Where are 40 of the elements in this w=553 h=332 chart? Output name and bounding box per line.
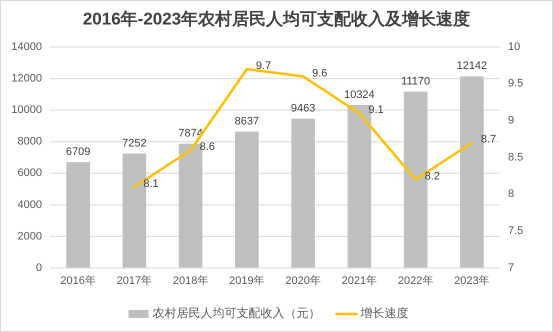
label: 10324	[344, 88, 375, 101]
legend: 农村居民人均可支配收入（元）	[152, 306, 320, 320]
xtick: 2017年	[116, 274, 152, 287]
xtick: 2023年	[454, 274, 490, 287]
label: 9.7	[256, 60, 272, 72]
legend: 增长速度	[360, 306, 408, 320]
xtick: 2018年	[172, 274, 208, 287]
ytick: 2000	[18, 230, 42, 242]
y2tick: 7	[508, 262, 514, 274]
y2tick: 10	[508, 40, 520, 53]
ytick: 4000	[18, 198, 42, 211]
label: 9.6	[312, 67, 328, 80]
xtick: 2016年	[60, 274, 96, 287]
label: 11170	[401, 76, 430, 88]
title: 2016年-2023年农村居民人均可支配收入及增长速度	[82, 9, 470, 28]
y2tick: 8	[508, 188, 514, 200]
label: 8.1	[143, 178, 159, 190]
ytick: 8000	[18, 136, 42, 148]
ytick: 6000	[18, 167, 42, 180]
label: 9.1	[368, 104, 384, 116]
label: 8.6	[200, 141, 215, 154]
label: 9463	[290, 102, 316, 115]
ytick: 0	[36, 262, 42, 274]
xtick: 2022年	[398, 274, 434, 287]
label: 8.7	[480, 134, 496, 146]
label: 6709	[66, 146, 90, 158]
xtick: 2020年	[285, 274, 321, 287]
xtick: 2021年	[342, 274, 378, 287]
ytick: 10000	[11, 104, 42, 116]
label: 8637	[234, 116, 260, 128]
y2tick: 7.5	[508, 225, 524, 238]
label: 12142	[456, 60, 488, 72]
label: 7252	[122, 137, 147, 150]
y2tick: 9.5	[508, 78, 524, 90]
xtick: 2019年	[229, 274, 265, 287]
y2tick: 8.5	[508, 151, 524, 164]
ytick: 14000	[11, 40, 42, 53]
ytick: 12000	[11, 72, 42, 84]
y2tick: 9	[508, 114, 514, 127]
label: 8.2	[424, 170, 440, 182]
